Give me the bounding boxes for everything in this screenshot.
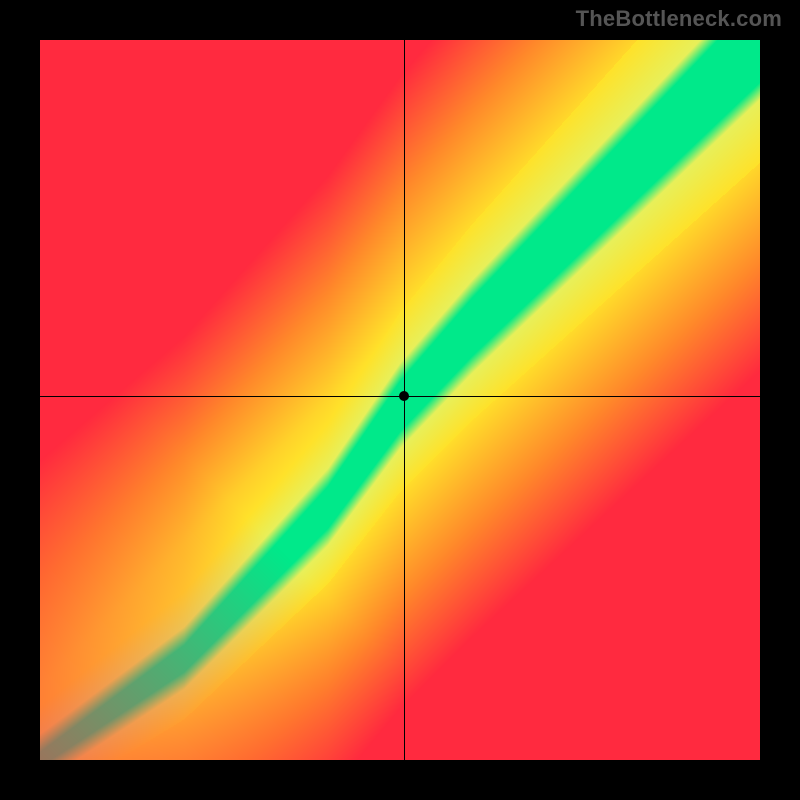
plot-frame <box>40 40 760 760</box>
marker-dot <box>399 391 409 401</box>
watermark-text: TheBottleneck.com <box>576 6 782 32</box>
